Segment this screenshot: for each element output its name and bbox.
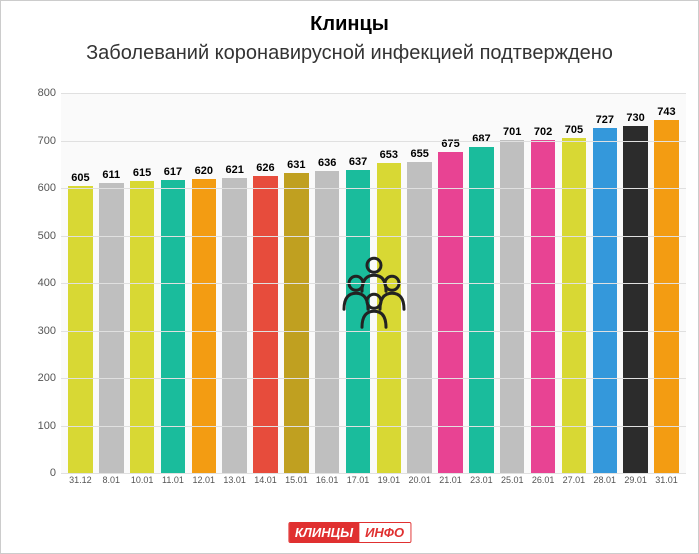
bar-wrap: 621 xyxy=(220,164,249,473)
x-tick-label: 21.01 xyxy=(436,475,465,485)
logo-part1: КЛИНЦЫ xyxy=(289,523,359,542)
bar-value-label: 626 xyxy=(256,162,274,174)
logo: КЛИНЦЫ ИНФО xyxy=(288,522,411,543)
x-tick-label: 19.01 xyxy=(374,475,403,485)
bar-wrap: 620 xyxy=(189,165,218,474)
bar xyxy=(500,140,525,473)
bar xyxy=(284,173,309,473)
x-tick-label: 12.01 xyxy=(189,475,218,485)
grid-line xyxy=(61,93,686,94)
x-tick-label: 13.01 xyxy=(220,475,249,485)
bar xyxy=(654,120,679,473)
bar-wrap: 687 xyxy=(467,133,496,473)
y-tick: 200 xyxy=(26,372,56,384)
bar-value-label: 653 xyxy=(380,149,398,161)
bar-value-label: 621 xyxy=(225,164,243,176)
chart-container: Клинцы Заболеваний коронавирусной инфекц… xyxy=(0,0,699,554)
x-tick-label: 29.01 xyxy=(621,475,650,485)
bar xyxy=(531,140,556,473)
x-tick-label: 20.01 xyxy=(405,475,434,485)
bar-value-label: 620 xyxy=(195,165,213,177)
x-tick-label: 15.01 xyxy=(282,475,311,485)
bar xyxy=(192,179,217,474)
x-axis-labels: 31.128.0110.0111.0112.0113.0114.0115.011… xyxy=(61,475,686,485)
y-tick: 700 xyxy=(26,135,56,147)
y-tick: 600 xyxy=(26,182,56,194)
grid-line xyxy=(61,331,686,332)
bar-wrap: 702 xyxy=(529,126,558,473)
x-tick-label: 17.01 xyxy=(344,475,373,485)
x-tick-label: 26.01 xyxy=(529,475,558,485)
x-tick-label: 31.01 xyxy=(652,475,681,485)
bar xyxy=(222,178,247,473)
y-tick: 100 xyxy=(26,420,56,432)
y-tick: 400 xyxy=(26,277,56,289)
x-tick-label: 16.01 xyxy=(313,475,342,485)
grid-line xyxy=(61,236,686,237)
bar-value-label: 637 xyxy=(349,156,367,168)
x-tick-label: 11.01 xyxy=(159,475,188,485)
x-tick-label: 27.01 xyxy=(560,475,589,485)
bar xyxy=(68,186,93,473)
logo-part2: ИНФО xyxy=(359,523,410,542)
bar xyxy=(161,180,186,473)
bar-wrap: 730 xyxy=(621,112,650,473)
plot-area: 6056116156176206216266316366376536556756… xyxy=(61,93,686,473)
bar-value-label: 702 xyxy=(534,126,552,138)
bar-value-label: 615 xyxy=(133,167,151,179)
bar-wrap: 743 xyxy=(652,106,681,473)
bar-value-label: 655 xyxy=(411,148,429,160)
bar-wrap: 605 xyxy=(66,172,95,473)
x-tick-label: 23.01 xyxy=(467,475,496,485)
bar-wrap: 705 xyxy=(560,124,589,473)
chart-area: 6056116156176206216266316366376536556756… xyxy=(31,93,686,493)
grid-line xyxy=(61,283,686,284)
bar-wrap: 615 xyxy=(128,167,157,473)
bar-value-label: 701 xyxy=(503,126,521,138)
x-tick-label: 10.01 xyxy=(128,475,157,485)
grid-line xyxy=(61,141,686,142)
bar xyxy=(253,176,278,473)
x-tick-label: 14.01 xyxy=(251,475,280,485)
grid-line xyxy=(61,473,686,474)
bar-wrap: 727 xyxy=(590,114,619,473)
grid-line xyxy=(61,378,686,379)
x-tick-label: 8.01 xyxy=(97,475,126,485)
x-tick-label: 31.12 xyxy=(66,475,95,485)
chart-subtitle: Заболеваний коронавирусной инфекцией под… xyxy=(1,36,698,65)
chart-title: Клинцы xyxy=(1,1,698,36)
bar-value-label: 730 xyxy=(626,112,644,124)
bar-value-label: 743 xyxy=(657,106,675,118)
bar xyxy=(593,128,618,473)
bar-value-label: 727 xyxy=(596,114,614,126)
x-tick-label: 25.01 xyxy=(498,475,527,485)
bar-value-label: 617 xyxy=(164,166,182,178)
x-tick-label: 28.01 xyxy=(590,475,619,485)
bar-value-label: 636 xyxy=(318,157,336,169)
y-tick: 300 xyxy=(26,325,56,337)
people-icon xyxy=(334,253,414,338)
bar-value-label: 605 xyxy=(71,172,89,184)
bar xyxy=(623,126,648,473)
bar-wrap: 611 xyxy=(97,169,126,473)
y-tick: 0 xyxy=(26,467,56,479)
bar-wrap: 701 xyxy=(498,126,527,473)
y-tick: 800 xyxy=(26,87,56,99)
bar xyxy=(130,181,155,473)
grid-line xyxy=(61,426,686,427)
bar xyxy=(469,147,494,473)
bar-value-label: 687 xyxy=(472,133,490,145)
bar-value-label: 705 xyxy=(565,124,583,136)
bar-wrap: 617 xyxy=(159,166,188,473)
y-tick: 500 xyxy=(26,230,56,242)
bar-value-label: 631 xyxy=(287,159,305,171)
bar-value-label: 611 xyxy=(102,169,120,181)
bar xyxy=(99,183,124,473)
grid-line xyxy=(61,188,686,189)
